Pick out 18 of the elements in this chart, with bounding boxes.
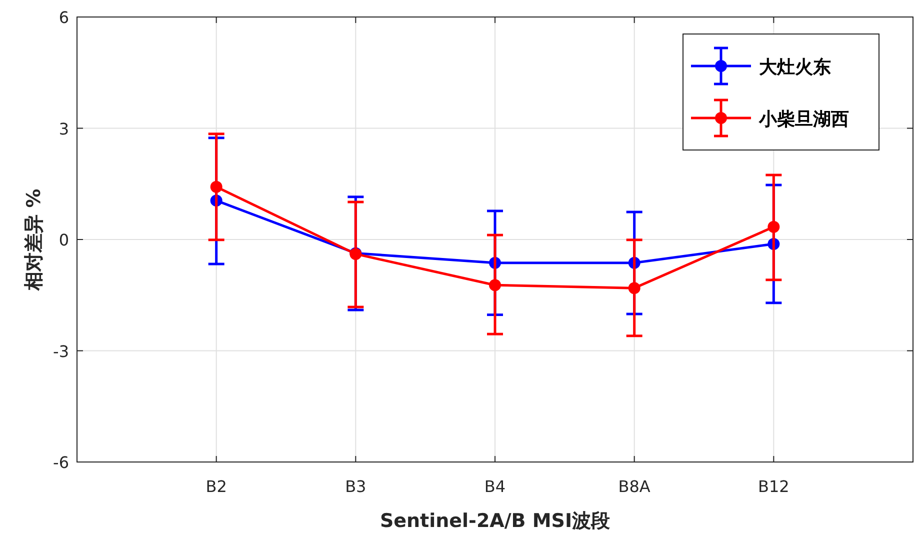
y-axis-title: 相对差异 % xyxy=(23,188,45,292)
point xyxy=(210,180,222,193)
y-tick-label: -6 xyxy=(53,453,69,472)
x-tick-label: B3 xyxy=(345,477,366,496)
x-tick-label: B4 xyxy=(484,477,506,496)
x-tick-label: B8A xyxy=(618,477,650,496)
x-tick-label: B2 xyxy=(206,477,227,496)
x-axis-title: Sentinel-2A/B MSI波段 xyxy=(380,510,612,532)
y-tick-label: -3 xyxy=(53,342,69,361)
y-tick-label: 6 xyxy=(58,8,69,27)
y-tick-label: 0 xyxy=(58,230,69,250)
y-tick-label: 3 xyxy=(58,119,69,138)
x-tick-label: B12 xyxy=(758,477,790,496)
point xyxy=(489,279,501,292)
legend-label: 大灶火东 xyxy=(758,57,831,78)
point xyxy=(768,220,780,233)
point xyxy=(628,282,640,294)
legend-label: 小柴旦湖西 xyxy=(758,109,849,130)
